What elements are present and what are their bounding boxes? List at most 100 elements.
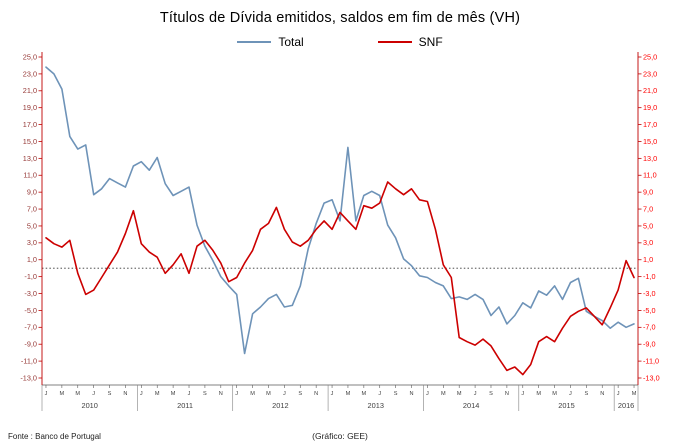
svg-text:2011: 2011 (177, 401, 193, 410)
svg-text:-7,0: -7,0 (643, 323, 656, 332)
svg-text:-5,0: -5,0 (643, 306, 656, 315)
svg-text:J: J (378, 391, 381, 397)
svg-text:J: J (283, 391, 286, 397)
svg-text:J: J (617, 391, 620, 397)
svg-text:11,0: 11,0 (643, 171, 657, 180)
svg-text:21,0: 21,0 (23, 86, 37, 95)
svg-text:-9,0: -9,0 (643, 340, 656, 349)
svg-text:2012: 2012 (272, 401, 288, 410)
svg-text:J: J (92, 391, 95, 397)
svg-text:1,0: 1,0 (27, 255, 37, 264)
svg-text:S: S (108, 391, 112, 397)
plot-svg: 25,0 23,0 21,0 19,0 17,0 15,0 13,0 11,0 9,0 7,0 5,… (20, 52, 660, 411)
svg-text:J: J (331, 391, 334, 397)
svg-text:2013: 2013 (368, 401, 384, 410)
credit-note: (Gráfico: GEE) (312, 431, 368, 441)
svg-text:M: M (362, 391, 367, 397)
svg-text:15,0: 15,0 (23, 137, 37, 146)
svg-text:23,0: 23,0 (23, 69, 37, 78)
svg-text:N: N (123, 391, 127, 397)
legend-label-total: Total (278, 35, 304, 49)
svg-text:N: N (600, 391, 604, 397)
y-axis-labels-left: 25,0 23,0 21,0 19,0 17,0 15,0 13,0 11,0 9,0 7,0 5,… (20, 52, 42, 382)
svg-text:3,0: 3,0 (27, 238, 37, 247)
svg-text:-11,0: -11,0 (643, 357, 659, 366)
svg-text:M: M (171, 391, 176, 397)
svg-text:N: N (505, 391, 509, 397)
svg-text:5,0: 5,0 (643, 221, 653, 230)
svg-text:M: M (457, 391, 462, 397)
chart-title: Títulos de Dívida emitidos, saldos em fi… (159, 10, 521, 26)
svg-text:J: J (474, 391, 477, 397)
legend-swatch-total-line (237, 41, 272, 43)
snf-series-line (45, 181, 635, 376)
total-series-line (45, 66, 635, 355)
svg-text:9,0: 9,0 (27, 188, 37, 197)
svg-text:-7,0: -7,0 (24, 323, 37, 332)
svg-text:S: S (203, 391, 207, 397)
svg-text:7,0: 7,0 (643, 204, 653, 213)
svg-text:M: M (155, 391, 160, 397)
svg-text:J: J (235, 391, 238, 397)
svg-text:M: M (266, 391, 271, 397)
svg-text:-3,0: -3,0 (643, 289, 656, 298)
svg-text:17,0: 17,0 (23, 120, 37, 129)
svg-text:2015: 2015 (558, 401, 574, 410)
svg-text:17,0: 17,0 (643, 120, 657, 129)
svg-text:N: N (219, 391, 223, 397)
svg-text:7,0: 7,0 (27, 204, 37, 213)
svg-text:-3,0: -3,0 (24, 289, 37, 298)
svg-text:N: N (409, 391, 413, 397)
svg-text:S: S (298, 391, 302, 397)
svg-text:9,0: 9,0 (643, 188, 653, 197)
legend-swatch-snf-line (377, 41, 412, 43)
svg-text:S: S (394, 391, 398, 397)
svg-text:-1,0: -1,0 (24, 272, 37, 281)
svg-text:M: M (346, 391, 351, 397)
svg-text:J: J (569, 391, 572, 397)
legend-item-snf: SNF (377, 35, 443, 49)
svg-text:-11,0: -11,0 (21, 357, 37, 366)
svg-text:2016: 2016 (618, 401, 634, 410)
svg-text:M: M (60, 391, 65, 397)
svg-text:2014: 2014 (463, 401, 479, 410)
svg-text:15,0: 15,0 (643, 137, 657, 146)
x-axis-year-labels: 2010 2011 2012 2013 2014 2015 2016 (41, 385, 639, 411)
svg-text:S: S (489, 391, 493, 397)
svg-text:3,0: 3,0 (643, 238, 653, 247)
svg-text:M: M (536, 391, 541, 397)
legend-item-total: Total (237, 35, 304, 49)
svg-text:M: M (441, 391, 446, 397)
svg-text:-5,0: -5,0 (24, 306, 37, 315)
svg-text:2010: 2010 (81, 401, 97, 410)
svg-text:23,0: 23,0 (643, 69, 657, 78)
svg-text:S: S (584, 391, 588, 397)
svg-text:-13,0: -13,0 (20, 373, 37, 382)
svg-text:-1,0: -1,0 (643, 272, 656, 281)
y-axis-labels-right: 25,0 23,0 21,0 19,0 17,0 15,0 13,0 11,0 9,0 7,0 5,… (638, 52, 660, 382)
svg-text:M: M (552, 391, 557, 397)
svg-text:N: N (314, 391, 318, 397)
svg-text:M: M (632, 391, 637, 397)
svg-text:M: M (75, 391, 80, 397)
svg-text:-9,0: -9,0 (24, 340, 37, 349)
source-note: Fonte : Banco de Portugal (8, 432, 101, 441)
svg-text:11,0: 11,0 (23, 171, 37, 180)
svg-text:21,0: 21,0 (643, 86, 657, 95)
chart-legend: Total SNF (0, 35, 680, 49)
svg-text:25,0: 25,0 (643, 52, 657, 61)
svg-text:1,0: 1,0 (643, 255, 653, 264)
legend-label-snf: SNF (418, 35, 443, 49)
svg-text:19,0: 19,0 (643, 103, 657, 112)
svg-text:13,0: 13,0 (643, 154, 657, 163)
svg-text:25,0: 25,0 (23, 52, 37, 61)
svg-text:M: M (250, 391, 255, 397)
svg-text:J: J (188, 391, 191, 397)
svg-text:13,0: 13,0 (23, 154, 37, 163)
svg-text:J: J (521, 391, 524, 397)
svg-text:J: J (140, 391, 143, 397)
svg-text:J: J (45, 391, 48, 397)
svg-text:5,0: 5,0 (27, 221, 37, 230)
